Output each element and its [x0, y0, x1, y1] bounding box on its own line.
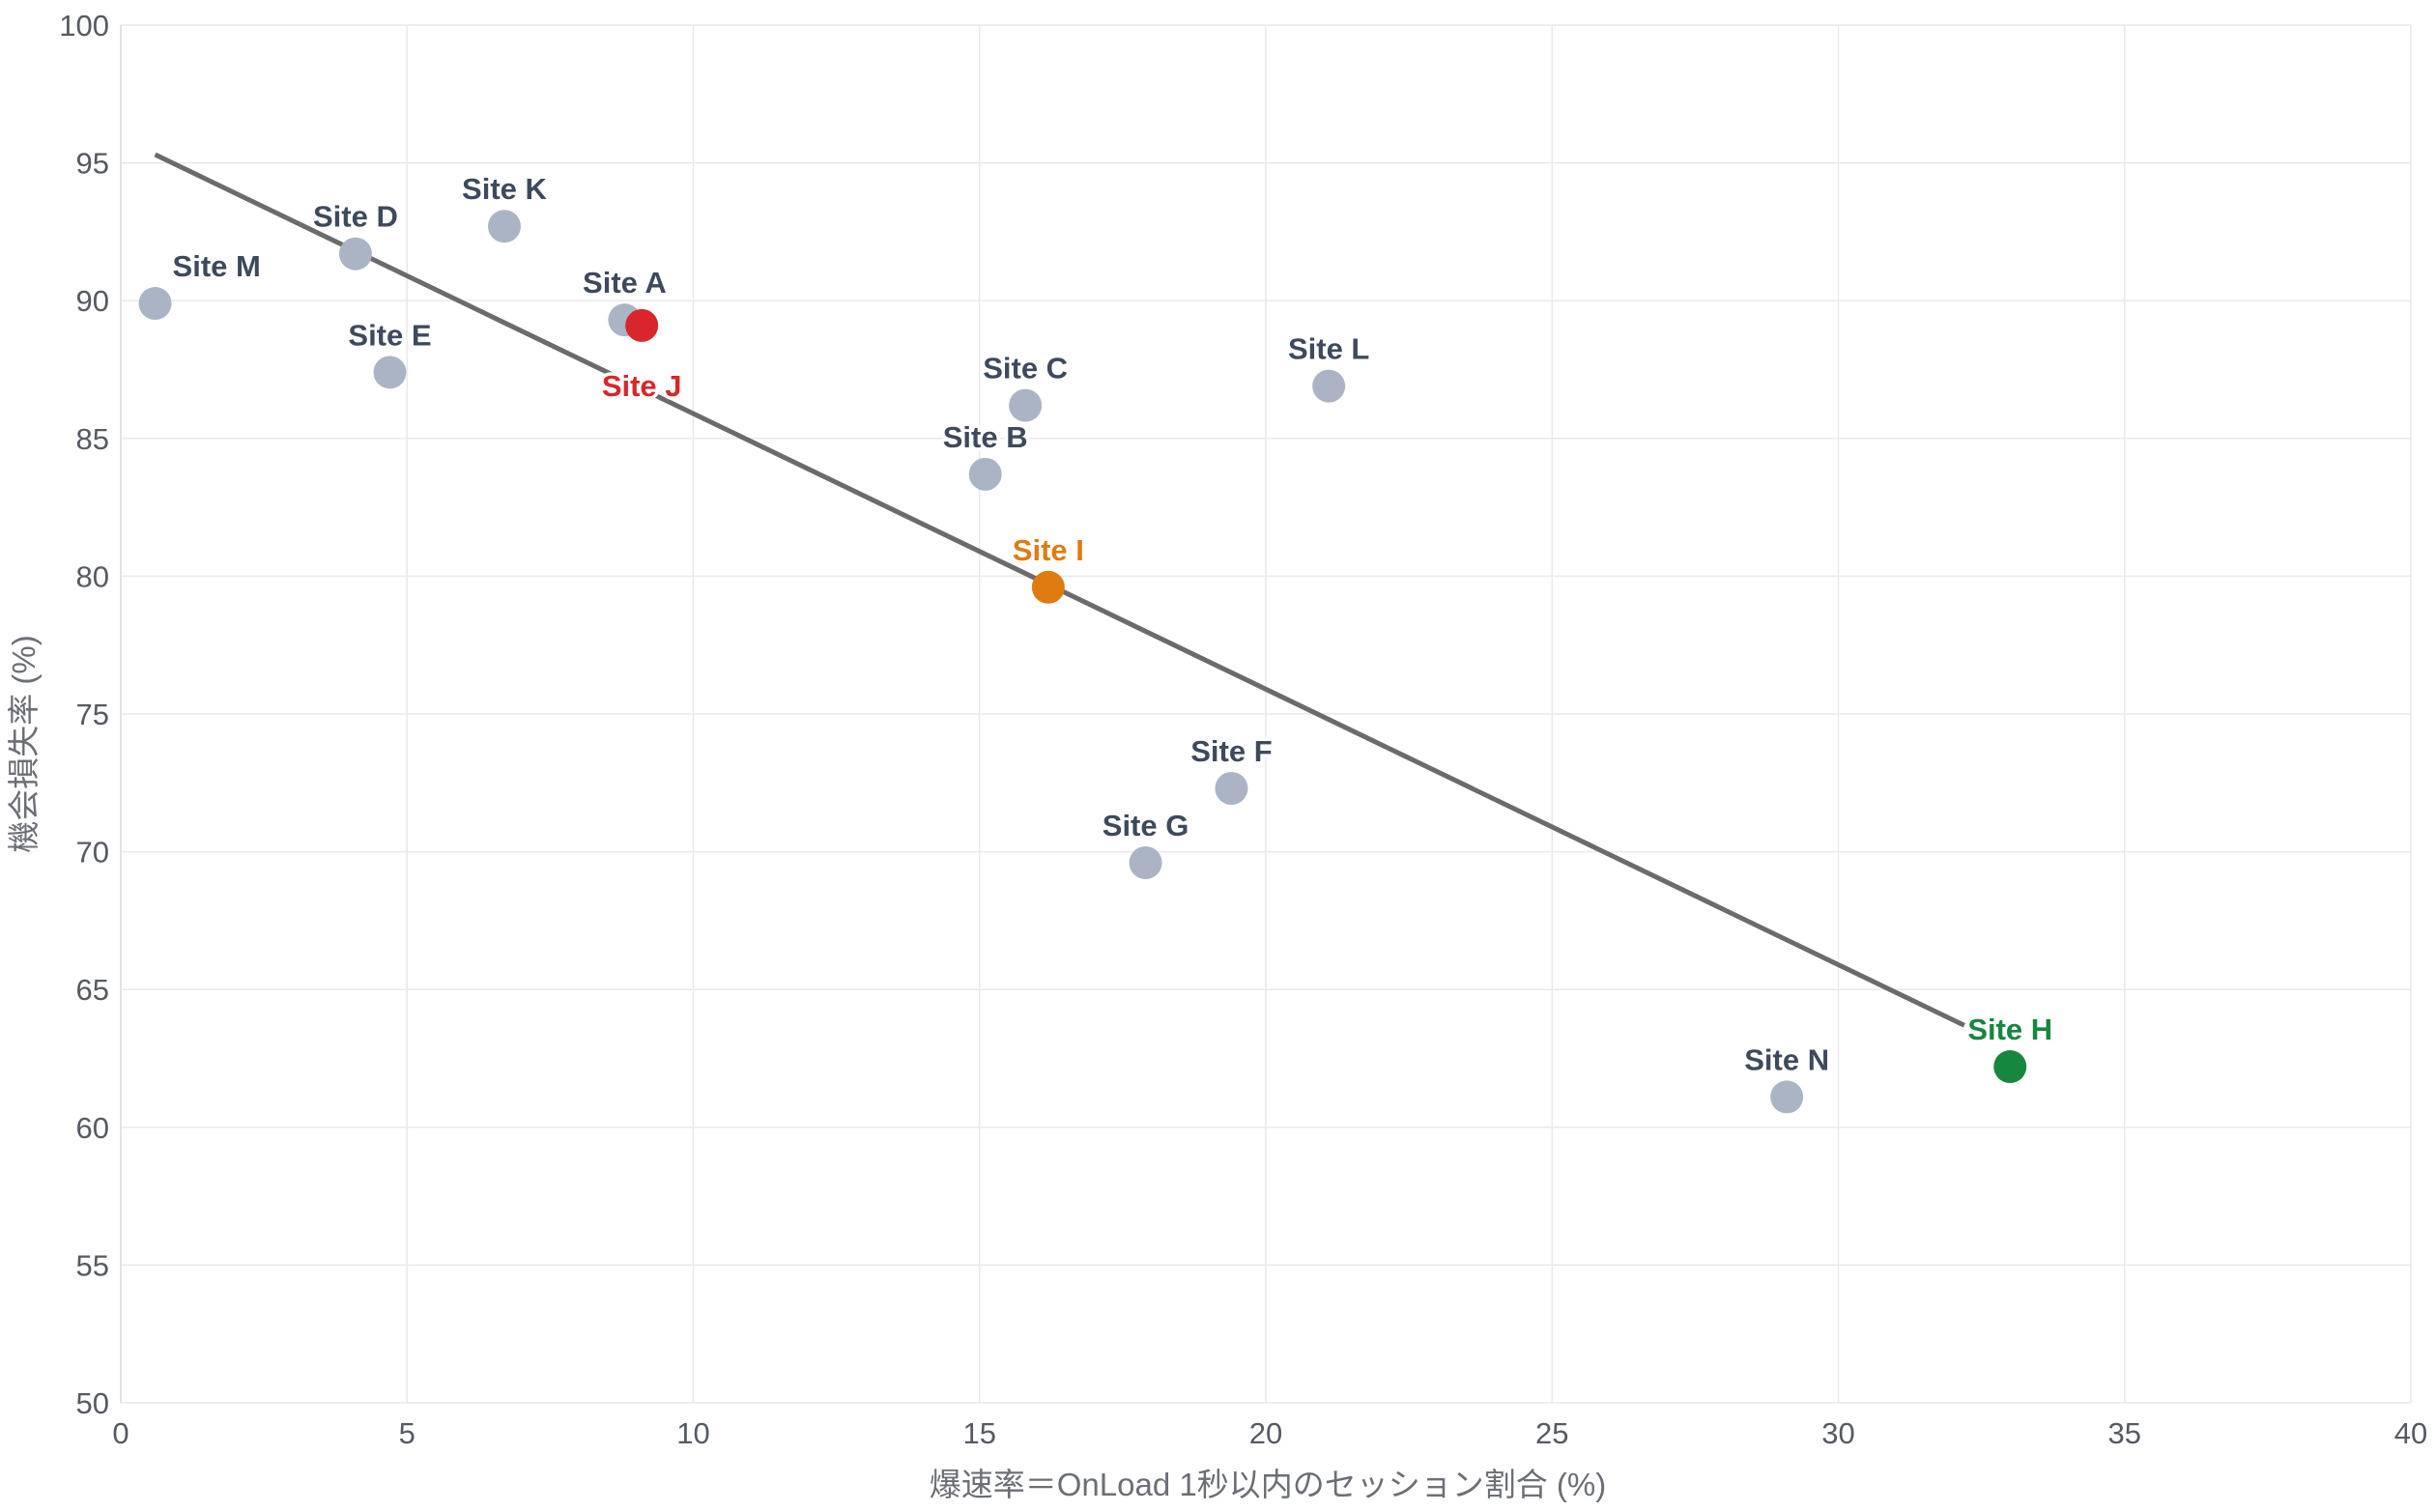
point-label: Site B [943, 420, 1028, 454]
y-tick-label: 90 [76, 284, 109, 318]
y-tick-label: 60 [76, 1111, 109, 1145]
data-point [1215, 772, 1248, 806]
x-tick-label: 15 [963, 1416, 996, 1450]
x-tick-label: 35 [2108, 1416, 2141, 1450]
point-label: Site L [1288, 332, 1369, 366]
y-tick-label: 50 [76, 1386, 109, 1420]
points-layer [138, 210, 2027, 1114]
point-label: Site N [1744, 1042, 1829, 1076]
x-tick-label: 0 [112, 1416, 129, 1450]
x-tick-label: 40 [2394, 1416, 2427, 1450]
point-label: Site H [1967, 1013, 2052, 1046]
point-label: Site M [173, 249, 261, 283]
point-label: Site F [1190, 734, 1272, 768]
point-label: Site I [1013, 533, 1084, 567]
x-axis-title: 爆速率＝OnLoad 1秒以内のセッション割合 (%) [930, 1467, 1606, 1502]
data-point [625, 308, 659, 342]
data-point [1031, 570, 1065, 604]
x-tick-label: 5 [399, 1416, 415, 1450]
point-labels-layer: Site M Site D Site K Site E Site A Site J Site… [169, 169, 2056, 1080]
x-tick-label: 20 [1249, 1416, 1282, 1450]
data-point [338, 237, 372, 271]
point-label: Site D [313, 200, 398, 234]
y-axis-title: 機会損失率 (%) [6, 635, 42, 853]
data-point [1993, 1050, 2027, 1084]
data-point [487, 210, 521, 243]
data-point [138, 287, 172, 321]
point-label: Site J [602, 369, 682, 403]
point-label: Site K [462, 172, 547, 206]
x-tick-label: 25 [1535, 1416, 1568, 1450]
y-tick-label: 65 [76, 973, 109, 1007]
y-tick-label: 85 [76, 422, 109, 456]
point-label: Site C [983, 352, 1068, 385]
axis-ticks: 0 5 10 15 20 25 30 35 40 50 55 60 65 70 75 80 85 90 95 100 [59, 9, 2427, 1450]
point-label: Site A [583, 266, 667, 300]
data-point [1312, 369, 1346, 403]
point-label: Site G [1103, 809, 1189, 842]
data-point [1009, 388, 1043, 422]
data-point [1770, 1080, 1804, 1114]
point-label: Site E [348, 318, 431, 352]
x-tick-label: 10 [676, 1416, 709, 1450]
data-point [968, 457, 1002, 491]
grid [120, 24, 2412, 1404]
y-tick-label: 75 [76, 698, 109, 731]
data-point [1129, 846, 1162, 880]
y-tick-label: 55 [76, 1248, 109, 1282]
y-tick-label: 95 [76, 147, 109, 181]
y-tick-label: 70 [76, 836, 109, 870]
y-tick-label: 100 [59, 9, 109, 43]
x-tick-label: 30 [1821, 1416, 1854, 1450]
data-point [373, 356, 407, 389]
y-tick-label: 80 [76, 559, 109, 593]
